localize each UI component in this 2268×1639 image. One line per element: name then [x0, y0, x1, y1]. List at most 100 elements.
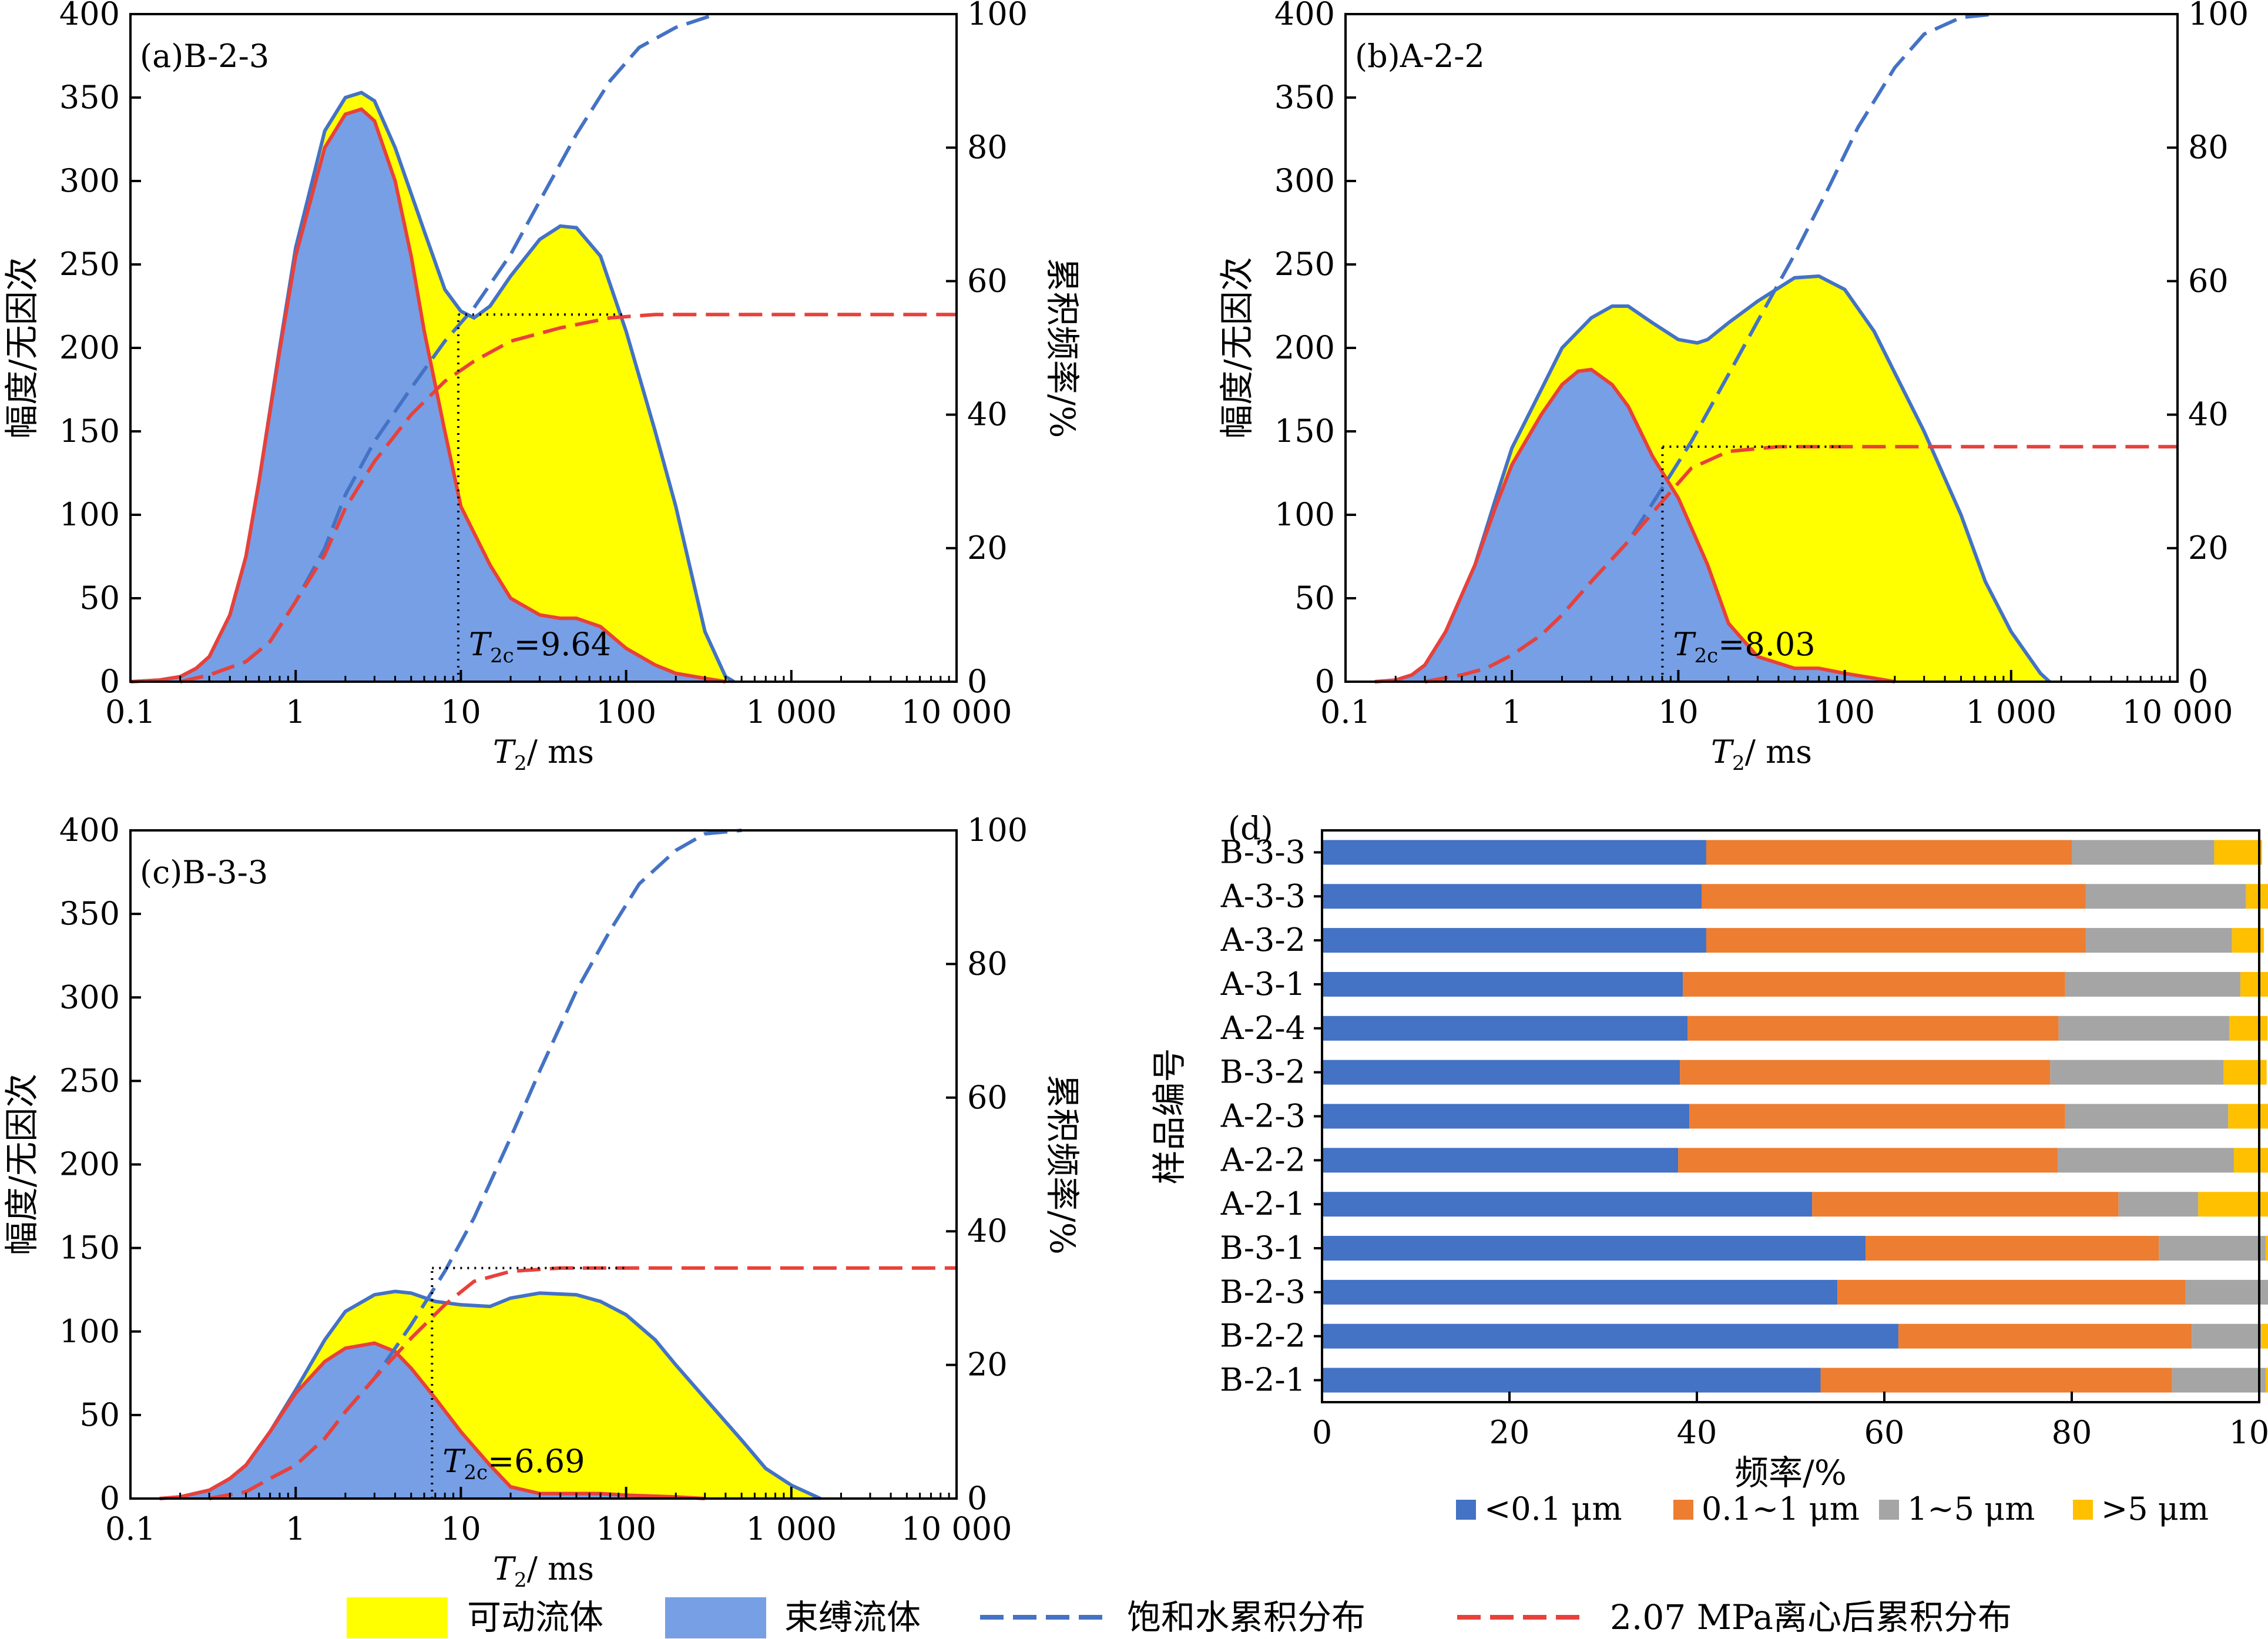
- saturated-cumulative-line: [1424, 12, 1995, 683]
- y-left-tick-label: 400: [59, 812, 120, 849]
- bar-segment: [2118, 1192, 2199, 1217]
- bar-segment: [1322, 1148, 1679, 1173]
- y-left-tick-label: 0: [100, 663, 120, 700]
- bar-segment: [1322, 1192, 1813, 1217]
- bar-segment: [1701, 884, 2086, 909]
- x-tick-label: 1: [286, 693, 306, 730]
- bar-x-tick-label: 20: [1489, 1414, 1530, 1451]
- bar-legend-swatch: [2073, 1500, 2093, 1520]
- bar-segment: [2058, 1148, 2234, 1173]
- bar-segment: [1322, 1236, 1866, 1261]
- y-right-axis-label: 累积频率/%: [1042, 258, 1082, 438]
- category-label: B-3-2: [1220, 1054, 1306, 1091]
- x-tick-label: 10 000: [901, 693, 1012, 730]
- bar-segment: [2192, 1323, 2262, 1349]
- bar-segment: [1680, 1060, 2051, 1085]
- t2c-subscript: 2c: [1694, 644, 1718, 668]
- bar-segment: [2065, 1104, 2229, 1129]
- y-left-tick-label: 50: [79, 1396, 120, 1433]
- bar-x-tick-label: 100: [2229, 1414, 2268, 1451]
- t2c-symbol: T: [1673, 626, 1696, 663]
- bar-segment: [2085, 928, 2232, 953]
- y-left-tick-label: 100: [59, 1313, 120, 1350]
- bar-segment: [2072, 840, 2215, 865]
- x-tick-label: 0.1: [1320, 693, 1371, 730]
- y-right-tick-label: 0: [967, 1480, 987, 1517]
- bar-segment: [2159, 1236, 2266, 1261]
- x-tick-label: 1: [286, 1510, 306, 1547]
- x-tick-label: 1 000: [746, 693, 837, 730]
- bar-x-tick-label: 0: [1312, 1414, 1332, 1451]
- y-left-tick-label: 350: [59, 79, 120, 116]
- bar-segment: [2246, 884, 2268, 909]
- bar-panel: B-3-3 A-3-3 A-3-2 A-3-1 A-2-4 B-3-2 A-2-3 A-2-2…: [1149, 810, 2268, 1527]
- bar-segment: [2185, 1279, 2268, 1305]
- bar-segment: [2065, 971, 2241, 997]
- bar-segment: [1689, 1104, 2065, 1129]
- bar-segment: [2261, 1323, 2268, 1349]
- bar-segment: [2050, 1060, 2224, 1085]
- y-right-tick-label: 60: [967, 1079, 1008, 1116]
- y-right-tick-label: 40: [2188, 396, 2229, 433]
- y-right-axis-label: 累积频率/%: [2263, 258, 2268, 438]
- y-left-tick-label: 50: [79, 579, 120, 616]
- y-right-tick-label: 40: [967, 396, 1008, 433]
- centrifuged-spectrum-line: [159, 1341, 705, 1500]
- category-label: B-3-1: [1220, 1229, 1306, 1266]
- t2c-label: T2c=9.64: [469, 626, 611, 668]
- x-tick-label: 1: [1502, 693, 1522, 730]
- bar-segment: [1322, 1015, 1688, 1041]
- y-right-tick-label: 100: [967, 0, 1028, 32]
- bar-x-axis-label: 频率/%: [1734, 1453, 1847, 1493]
- y-right-tick-label: 20: [967, 529, 1008, 567]
- bar-x-tick-label: 80: [2052, 1414, 2092, 1451]
- y-right-tick-label: 60: [967, 262, 1008, 299]
- bar-legend-swatch: [1456, 1500, 1476, 1520]
- category-label: A-3-3: [1220, 877, 1306, 914]
- bar-legend-label: 1~5 μm: [1907, 1490, 2035, 1527]
- category-label: B-2-1: [1220, 1362, 1306, 1399]
- x-tick-label: 10 000: [901, 1510, 1012, 1547]
- y-left-tick-label: 300: [1274, 162, 1335, 199]
- centrifuged-cumulative-line: [209, 1266, 957, 1500]
- centrifuged-cumulative-line: [1424, 445, 2178, 683]
- x-tick-label: 100: [596, 693, 656, 730]
- legend-movable-label: 可动流体: [467, 1597, 603, 1637]
- y-right-tick-label: 40: [967, 1212, 1008, 1249]
- bar-segment: [1322, 1323, 1898, 1349]
- bar-panel-label: (d): [1228, 810, 1273, 847]
- x-tick-label: 1 000: [746, 1510, 837, 1547]
- bar-segment: [1706, 928, 2086, 953]
- spectrum-panel-1: T2c=9.6405010015020025030035040002040608…: [2, 0, 1082, 775]
- category-label: A-2-1: [1220, 1185, 1306, 1222]
- bar-legend-swatch: [1673, 1500, 1693, 1520]
- x-tick-label: 10: [1658, 693, 1699, 730]
- bar-legend-swatch: [1879, 1500, 1899, 1520]
- bar-segment: [2058, 1015, 2229, 1041]
- x-tick-label: 1 000: [1966, 693, 2057, 730]
- x-axis-label-symbol: T: [1711, 733, 1734, 770]
- bar-segment: [1837, 1279, 2185, 1305]
- centrifuged-cumulative-line: [179, 313, 957, 683]
- y-left-tick-label: 0: [1315, 663, 1335, 700]
- t2c-subscript: 2c: [490, 644, 514, 668]
- bar-segment: [1866, 1236, 2159, 1261]
- y-right-tick-label: 20: [967, 1346, 1008, 1383]
- x-axis-label-symbol: T: [493, 1550, 516, 1587]
- bar-segment: [1322, 840, 1706, 865]
- bar-segment: [2228, 1104, 2268, 1129]
- y-right-tick-label: 60: [2188, 262, 2229, 299]
- legend-bound-label: 束缚流体: [784, 1597, 921, 1637]
- bar-segment: [1706, 840, 2072, 865]
- category-label: B-3-3: [1220, 833, 1306, 870]
- bar-segment: [2266, 1236, 2268, 1261]
- y-right-tick-label: 0: [2188, 663, 2208, 700]
- y-left-tick-label: 250: [59, 1062, 120, 1099]
- bound-fluid-area: [1374, 369, 1895, 682]
- saturated-cumulative-line: [179, 12, 717, 683]
- x-axis-label-sub: 2: [1732, 752, 1745, 775]
- x-axis-label-sub: 2: [514, 1568, 527, 1592]
- y-right-axis-label: 累积频率/%: [1042, 1074, 1082, 1255]
